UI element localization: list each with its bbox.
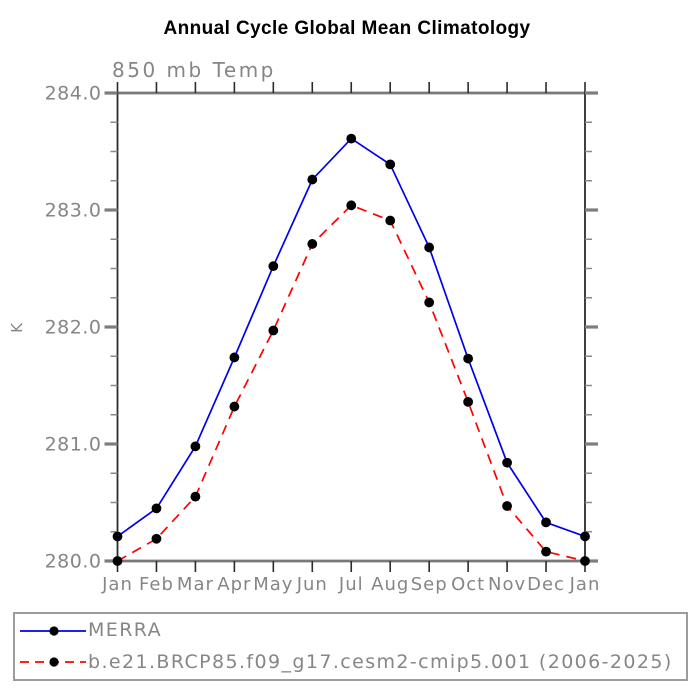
legend-item-merra: MERRA — [18, 616, 686, 645]
cesm-data-point — [541, 546, 551, 557]
x-tick-label: May — [253, 574, 293, 595]
merra-series-line — [117, 137, 586, 538]
x-tick-label: Mar — [177, 574, 214, 595]
x-tick-label: Jan — [569, 574, 601, 595]
cesm-data-point — [424, 297, 435, 308]
cesm-data-point — [229, 401, 240, 412]
chart-title: Annual Cycle Global Mean Climatology — [163, 18, 531, 39]
cesm-sample-marker — [49, 657, 59, 667]
cesm-data-point — [151, 533, 162, 544]
cesm-series-line — [117, 204, 586, 562]
cesm-data-point — [580, 556, 590, 566]
merra-data-point — [424, 242, 435, 253]
merra-data-point — [541, 517, 551, 528]
x-tick-label: Oct — [451, 574, 485, 595]
cesm-data-point — [268, 325, 279, 336]
cesm-line-sample — [20, 657, 86, 667]
y-tick-label: 280.0 — [45, 551, 102, 573]
merra-data-point — [385, 159, 396, 170]
cesm-data-point — [112, 556, 123, 566]
merra-data-point — [307, 174, 318, 185]
x-tick-label: Apr — [217, 574, 251, 595]
y-tick-label: 283.0 — [45, 200, 102, 222]
merra-data-point — [229, 352, 240, 363]
chart-subtitle: 850 mb Temp — [112, 58, 276, 82]
x-tick-label: Nov — [488, 574, 526, 595]
y-tick-label: 284.0 — [45, 83, 102, 105]
y-tick-label: 281.0 — [45, 434, 102, 456]
merra-data-point — [112, 531, 123, 542]
cesm-data-point — [502, 501, 512, 511]
legend-item-cesm-run: b.e21.BRCP85.f09_g17.cesm2-cmip5.001 (20… — [18, 648, 686, 677]
legend-label-cesm-run: b.e21.BRCP85.f09_g17.cesm2-cmip5.001 (20… — [88, 650, 673, 673]
y-tick-label: 282.0 — [45, 317, 102, 339]
merra-data-point — [502, 457, 512, 468]
x-tick-label: Aug — [371, 574, 409, 595]
merra-data-point — [346, 133, 357, 144]
x-tick-label: Sep — [411, 574, 448, 595]
cesm-data-point — [190, 491, 201, 502]
x-tick-label: Jul — [338, 574, 364, 595]
cesm-data-point — [346, 200, 357, 211]
merra-data-point — [190, 441, 201, 452]
cesm-data-point — [307, 239, 318, 249]
merra-sample-marker — [49, 626, 59, 636]
cesm-data-point — [385, 215, 396, 226]
plot-area: Jan Feb Mar Apr May Jun Jul Aug Sep Oct Nov Dec Jan2… — [45, 82, 601, 595]
merra-data-point — [151, 503, 162, 514]
legend-label-merra: MERRA — [88, 619, 163, 642]
x-tick-label: Jan — [101, 574, 133, 595]
merra-data-point — [580, 531, 590, 542]
merra-data-point — [268, 261, 279, 272]
legend-box: MERRA b.e21.BRCP85.f09_g17.cesm2-cmip5.0… — [13, 612, 688, 681]
merra-data-point — [463, 353, 474, 364]
x-tick-label: Dec — [527, 574, 565, 595]
merra-line-sample — [20, 626, 86, 636]
x-tick-label: Jun — [296, 574, 328, 595]
cesm-data-point — [463, 396, 474, 407]
x-tick-label: Feb — [139, 574, 174, 595]
